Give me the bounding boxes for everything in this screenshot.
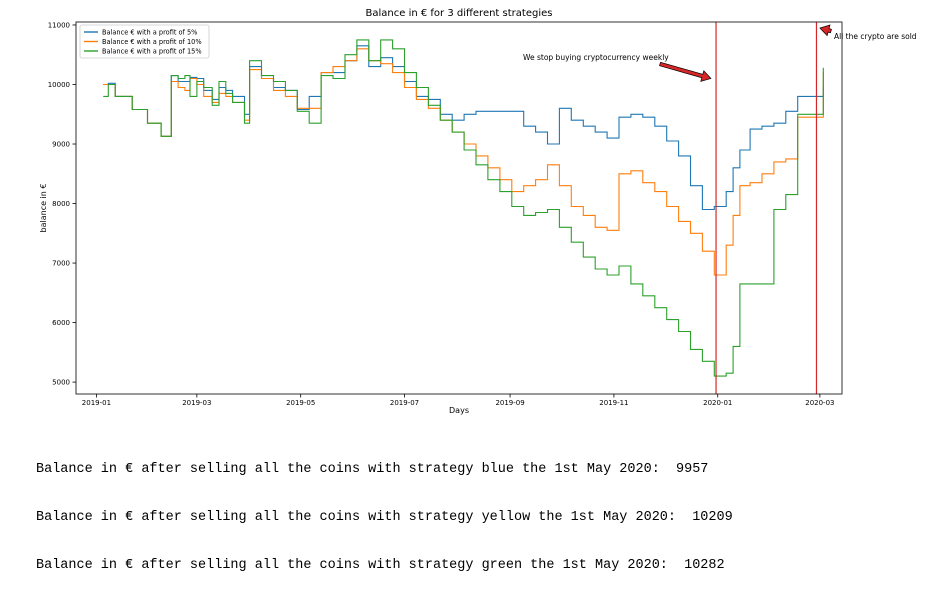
- x-tick-label: 2020-01: [703, 399, 732, 407]
- legend-label-3: Balance € with a profit of 15%: [102, 47, 202, 55]
- y-tick-label: 8000: [52, 200, 70, 208]
- annotation-stop-buying: We stop buying cryptocurrency weekly: [523, 53, 669, 62]
- x-tick-label: 2019-11: [599, 399, 628, 407]
- chart-title: Balance in € for 3 different strategies: [366, 8, 553, 19]
- legend: Balance € with a profit of 5% Balance € w…: [79, 24, 210, 59]
- x-tick-label: 2019-05: [286, 399, 315, 407]
- data-lines: [103, 39, 824, 377]
- annotation-crypto-sold: All the crypto are sold: [834, 32, 917, 41]
- console-output: Balance in € after selling all the coins…: [36, 430, 733, 590]
- x-tick-label: 2019-07: [390, 399, 419, 407]
- x-tick-label: 2020-03: [805, 399, 834, 407]
- balance-chart: Balance in € for 3 different strategies …: [39, 8, 917, 415]
- y-tick-label: 7000: [52, 260, 70, 268]
- x-tick-label: 2019-01: [82, 399, 111, 407]
- x-axis: 2019-01 2019-03 2019-05 2019-07 2019-09 2019-…: [82, 394, 834, 407]
- output-line-yellow: Balance in € after selling all the coins…: [36, 510, 733, 525]
- annotation-arrow-stop-buying: [659, 61, 712, 82]
- y-tick-label: 9000: [52, 141, 70, 149]
- output-line-blue: Balance in € after selling all the coins…: [36, 462, 709, 477]
- y-tick-label: 10000: [48, 81, 70, 89]
- y-tick-label: 11000: [48, 21, 70, 29]
- legend-label-2: Balance € with a profit of 10%: [102, 38, 202, 46]
- y-tick-label: 5000: [52, 379, 70, 387]
- y-axis: 5000 6000 7000 8000 9000 10000 11000: [48, 21, 76, 387]
- plot-frame: [75, 21, 843, 395]
- annotations: We stop buying cryptocurrency weekly All…: [523, 24, 917, 82]
- x-axis-label: Days: [449, 406, 469, 415]
- y-axis-label: balance in €: [39, 184, 48, 233]
- legend-box: [79, 24, 210, 59]
- annotation-arrow-crypto-sold: [819, 24, 832, 37]
- series-line-2: [103, 48, 824, 276]
- output-line-green: Balance in € after selling all the coins…: [36, 558, 725, 573]
- series-line-1: [103, 45, 824, 211]
- y-tick-label: 6000: [52, 319, 70, 327]
- x-tick-label: 2019-03: [182, 399, 211, 407]
- vertical-marker-lines: [715, 22, 818, 394]
- x-tick-label: 2019-09: [495, 399, 524, 407]
- legend-label-1: Balance € with a profit of 5%: [102, 28, 197, 36]
- series-line-3: [103, 39, 824, 377]
